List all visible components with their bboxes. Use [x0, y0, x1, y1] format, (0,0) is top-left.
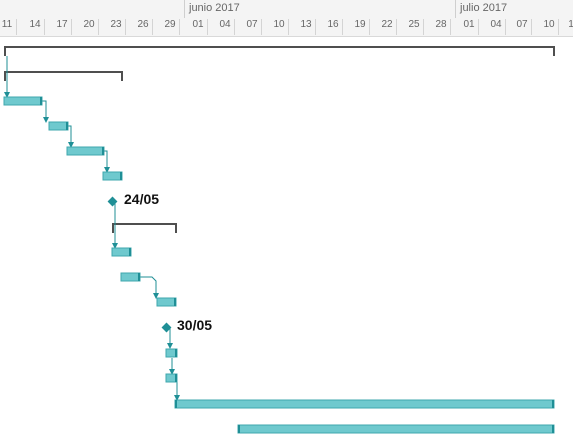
day-label: 13 — [300, 19, 312, 30]
day-separator — [478, 19, 479, 35]
day-label: 10 — [543, 19, 555, 30]
day-separator — [396, 19, 397, 35]
day-label: 01 — [192, 19, 204, 30]
milestone-diamond-icon — [107, 196, 118, 207]
day-label: 19 — [354, 19, 366, 30]
day-label: 23 — [110, 19, 122, 30]
day-separator — [16, 19, 17, 35]
day-separator — [342, 19, 343, 35]
milestone-2[interactable]: 30/05 — [161, 317, 213, 333]
day-separator — [450, 19, 451, 35]
task-bar-1[interactable] — [3, 96, 43, 106]
day-label: 07 — [516, 19, 528, 30]
day-label: 14 — [29, 19, 41, 30]
day-label: 1 — [568, 19, 573, 30]
day-label: 16 — [327, 19, 339, 30]
summary-bar-project[interactable] — [4, 46, 555, 56]
day-separator — [369, 19, 370, 35]
day-separator — [315, 19, 316, 35]
day-separator — [423, 19, 424, 35]
milestone-diamond-icon — [161, 322, 172, 333]
summary-bar-phase-1[interactable] — [4, 71, 123, 81]
day-separator — [531, 19, 532, 35]
summary-bar-phase-2[interactable] — [112, 223, 177, 233]
milestone-label: 24/05 — [124, 191, 159, 207]
task-bar-11[interactable] — [237, 424, 555, 434]
day-separator — [152, 19, 153, 35]
task-bar-7[interactable] — [156, 297, 177, 307]
day-label: 20 — [83, 19, 95, 30]
day-separator — [288, 19, 289, 35]
month-separator — [184, 0, 185, 18]
milestone-label: 30/05 — [177, 317, 212, 333]
timescale-header: junio 2017 julio 2017 11 14 17 20 23 26 29 01 04 0… — [0, 0, 573, 37]
month-label: julio 2017 — [460, 2, 508, 14]
day-separator — [558, 19, 559, 35]
day-label: 07 — [246, 19, 258, 30]
day-label: 01 — [463, 19, 475, 30]
month-label: junio 2017 — [189, 2, 240, 14]
day-label: 28 — [435, 19, 447, 30]
milestone-1[interactable]: 24/05 — [107, 191, 160, 207]
day-label: 04 — [219, 19, 231, 30]
day-separator — [125, 19, 126, 35]
task-bar-4[interactable] — [102, 171, 123, 181]
day-label: 25 — [408, 19, 420, 30]
day-separator — [44, 19, 45, 35]
task-bar-10[interactable] — [174, 399, 555, 409]
task-bar-6[interactable] — [120, 272, 141, 282]
day-label: 11 — [1, 19, 13, 30]
day-separator — [234, 19, 235, 35]
task-bar-9[interactable] — [165, 373, 178, 383]
day-label: 22 — [381, 19, 393, 30]
month-separator — [455, 0, 456, 18]
day-label: 10 — [273, 19, 285, 30]
task-bar-2[interactable] — [48, 121, 69, 131]
day-separator — [71, 19, 72, 35]
day-separator — [505, 19, 506, 35]
day-label: 04 — [490, 19, 502, 30]
day-label: 17 — [56, 19, 68, 30]
dependency-links — [4, 56, 180, 401]
day-label: 26 — [137, 19, 149, 30]
day-separator — [98, 19, 99, 35]
day-label: 29 — [164, 19, 176, 30]
task-bar-8[interactable] — [165, 348, 178, 358]
task-bar-3[interactable] — [66, 146, 105, 156]
day-separator — [179, 19, 180, 35]
task-bar-5[interactable] — [111, 247, 132, 257]
day-separator — [261, 19, 262, 35]
day-separator — [207, 19, 208, 35]
